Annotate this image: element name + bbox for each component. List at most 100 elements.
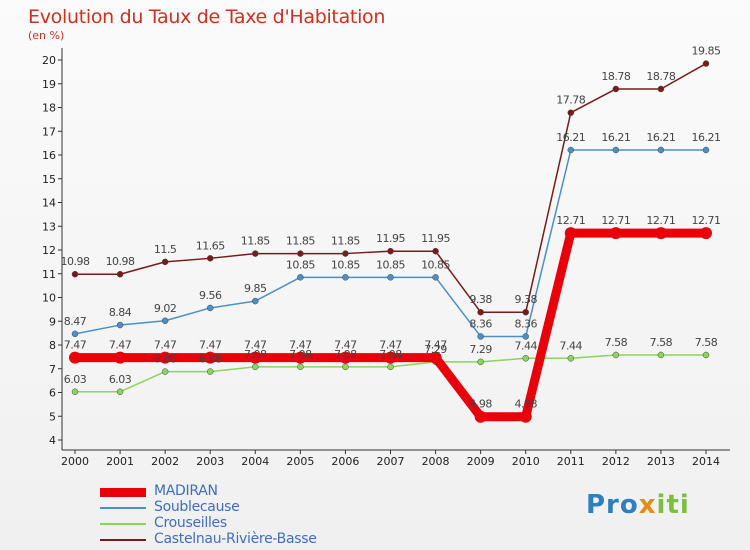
data-point <box>429 351 442 364</box>
data-point <box>69 351 81 364</box>
data-label: 6.03 <box>109 373 132 386</box>
legend-swatch <box>100 507 146 509</box>
data-label: 12.71 <box>646 214 675 227</box>
data-point <box>249 351 262 364</box>
legend-swatch <box>100 539 146 541</box>
data-label: 7.47 <box>109 339 132 352</box>
data-point <box>657 146 665 154</box>
data-label: 7.47 <box>154 339 177 352</box>
x-tick-label: 2011 <box>557 455 585 468</box>
data-label: 10.85 <box>421 258 450 271</box>
data-point <box>252 297 259 305</box>
y-tick-label: 11 <box>42 268 56 281</box>
data-label: 6.03 <box>64 373 87 386</box>
data-label: 12.71 <box>601 214 630 227</box>
y-tick-label: 14 <box>42 197 56 210</box>
data-point <box>206 368 214 375</box>
data-point <box>161 368 169 375</box>
legend-label: MADIRAN <box>154 483 218 499</box>
x-tick-label: 2013 <box>647 455 675 468</box>
legend-swatch <box>100 523 146 525</box>
data-label: 7.58 <box>605 336 628 349</box>
data-label: 4.98 <box>514 398 537 411</box>
x-tick-label: 2001 <box>106 455 134 468</box>
data-label: 10.85 <box>376 258 405 271</box>
y-tick-label: 13 <box>42 220 56 233</box>
data-label: 7.47 <box>244 339 267 352</box>
y-tick-label: 10 <box>42 292 56 305</box>
data-label: 18.78 <box>601 70 630 83</box>
data-label: 7.29 <box>469 343 492 356</box>
data-point <box>339 351 352 364</box>
data-point <box>159 351 172 364</box>
data-label: 11.65 <box>196 239 225 252</box>
data-label: 16.21 <box>646 131 675 144</box>
data-point <box>657 85 665 93</box>
data-label: 7.58 <box>650 336 673 349</box>
data-point <box>567 146 575 154</box>
data-label: 11.95 <box>421 232 450 245</box>
data-label: 4.98 <box>469 398 492 411</box>
x-tick-label: 2006 <box>331 455 359 468</box>
data-point <box>297 274 304 281</box>
data-label: 7.47 <box>424 339 447 352</box>
data-label: 11.85 <box>241 235 270 248</box>
data-point <box>161 258 169 266</box>
data-point <box>387 274 394 281</box>
x-tick-label: 2002 <box>151 455 179 468</box>
y-tick-label: 12 <box>42 244 56 257</box>
data-point <box>297 363 304 371</box>
data-point <box>432 274 439 281</box>
data-point <box>116 388 124 396</box>
x-tick-label: 2012 <box>602 455 630 468</box>
data-label: 9.38 <box>469 293 492 306</box>
y-tick-label: 4 <box>49 434 56 447</box>
data-label: 7.08 <box>379 348 402 361</box>
x-tick-label: 2009 <box>467 455 495 468</box>
data-point <box>657 351 665 359</box>
data-label: 9.56 <box>199 289 222 302</box>
data-point <box>116 270 124 278</box>
x-tick-label: 2014 <box>692 455 720 468</box>
legend-label: Soublecause <box>154 499 240 515</box>
y-tick-label: 15 <box>42 173 56 186</box>
data-point <box>477 358 484 366</box>
brand-part-2: x <box>638 490 657 520</box>
data-label: 10.98 <box>106 255 135 268</box>
data-point <box>384 351 397 364</box>
data-point <box>567 355 575 362</box>
data-point <box>161 317 169 325</box>
data-label: 7.44 <box>560 339 583 352</box>
data-point <box>474 410 487 423</box>
data-point <box>294 351 307 364</box>
data-label: 11.95 <box>376 232 405 245</box>
data-label: 7.58 <box>695 336 718 349</box>
data-point <box>206 255 214 262</box>
data-label: 16.21 <box>601 131 630 144</box>
data-point <box>432 247 439 255</box>
data-label: 12.71 <box>692 214 721 227</box>
data-point <box>564 227 577 240</box>
data-label: 7.47 <box>64 339 87 352</box>
data-point <box>252 250 259 257</box>
data-point <box>204 351 217 364</box>
brand-part-3: iti <box>656 490 690 520</box>
data-point <box>567 109 575 116</box>
data-label: 16.21 <box>556 131 585 144</box>
y-tick-label: 19 <box>42 78 56 91</box>
x-tick-label: 2003 <box>196 455 224 468</box>
x-tick-label: 2005 <box>286 455 314 468</box>
data-label: 11.85 <box>331 235 360 248</box>
brand-logo: Proxiti <box>586 490 690 520</box>
data-label: 7.08 <box>244 348 267 361</box>
data-label: 9.85 <box>244 282 267 295</box>
data-label: 7.08 <box>334 348 357 361</box>
data-label: 7.08 <box>289 348 312 361</box>
chart-subtitle: (en %) <box>28 29 65 42</box>
data-point <box>702 60 710 67</box>
data-point <box>702 146 710 154</box>
y-tick-label: 8 <box>49 339 56 352</box>
data-label: 11.85 <box>286 235 315 248</box>
data-point <box>342 250 349 257</box>
data-label: 8.36 <box>469 317 492 330</box>
